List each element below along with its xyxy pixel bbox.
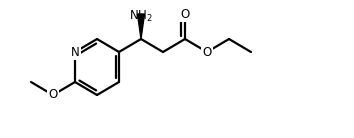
- Polygon shape: [137, 14, 144, 39]
- Text: NH$_2$: NH$_2$: [129, 8, 153, 24]
- Text: N: N: [71, 46, 79, 59]
- Text: O: O: [202, 46, 212, 59]
- Text: O: O: [48, 88, 58, 102]
- Text: O: O: [181, 7, 190, 21]
